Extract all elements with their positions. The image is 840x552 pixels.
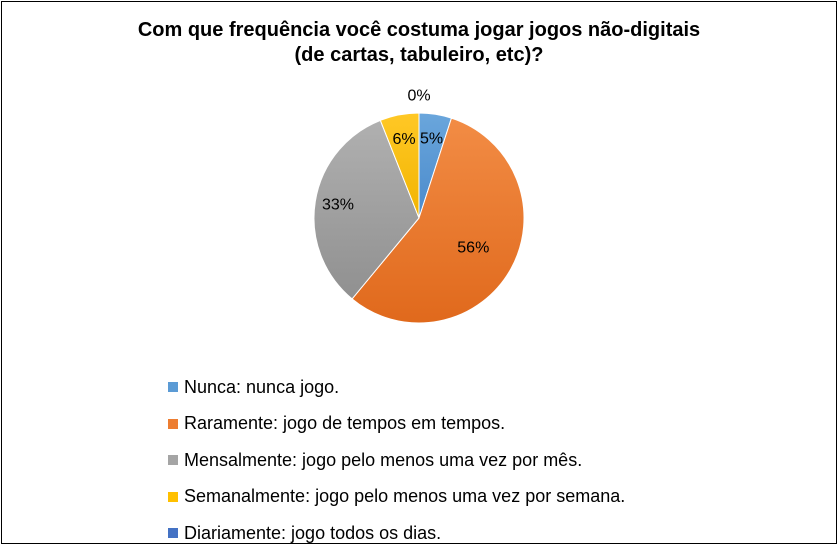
data-label-semanalmente: 6% xyxy=(392,131,415,148)
legend-label-semanalmente: Semanalmente: jogo pelo menos uma vez po… xyxy=(184,486,625,507)
data-label-diariamente: 0% xyxy=(407,88,430,105)
legend-label-diariamente: Diariamente: jogo todos os dias. xyxy=(184,523,441,544)
legend-item-nunca: Nunca: nunca jogo. xyxy=(168,369,625,406)
legend-swatch-semanalmente xyxy=(168,492,178,502)
data-label-raramente: 56% xyxy=(457,239,489,256)
chart-legend: Nunca: nunca jogo. Raramente: jogo de te… xyxy=(168,369,625,552)
legend-swatch-nunca xyxy=(168,382,178,392)
data-label-mensalmente: 33% xyxy=(322,197,354,214)
legend-label-raramente: Raramente: jogo de tempos em tempos. xyxy=(184,413,505,434)
legend-swatch-diariamente xyxy=(168,528,178,538)
legend-label-nunca: Nunca: nunca jogo. xyxy=(184,377,339,398)
legend-item-mensalmente: Mensalmente: jogo pelo menos uma vez por… xyxy=(168,442,625,479)
legend-label-mensalmente: Mensalmente: jogo pelo menos uma vez por… xyxy=(184,450,582,471)
legend-item-raramente: Raramente: jogo de tempos em tempos. xyxy=(168,406,625,443)
legend-item-diariamente: Diariamente: jogo todos os dias. xyxy=(168,515,625,552)
legend-swatch-mensalmente xyxy=(168,455,178,465)
legend-swatch-raramente xyxy=(168,419,178,429)
legend-item-semanalmente: Semanalmente: jogo pelo menos uma vez po… xyxy=(168,479,625,516)
data-label-nunca: 5% xyxy=(420,131,443,148)
